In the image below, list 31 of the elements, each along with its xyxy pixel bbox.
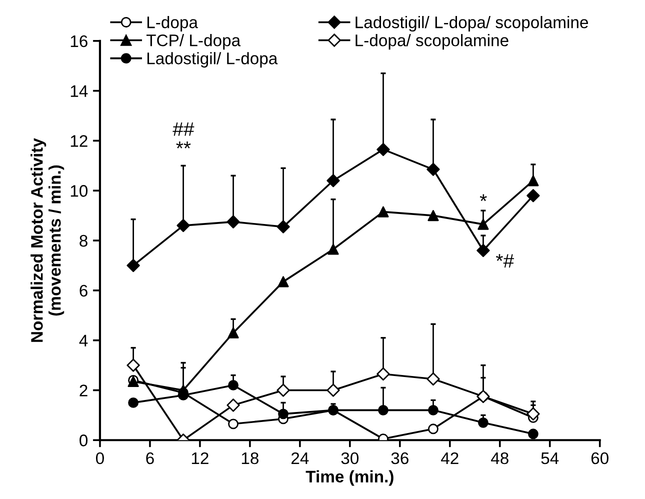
annotation: ** (176, 142, 191, 148)
y-tick-label: 10 (70, 185, 88, 197)
y-tick-label: 6 (80, 284, 88, 297)
y-axis-title: Normalized Motor Activity (movements / min.) (30, 138, 64, 342)
y-tick-label: 2 (80, 384, 88, 396)
annotation: ## (172, 122, 194, 136)
y-tick-label: 8 (80, 234, 88, 247)
y-tick-label: 14 (70, 85, 88, 97)
x-tick-label: 0 (96, 452, 104, 464)
x-tick-label: 48 (490, 452, 508, 464)
x-axis-title: Time (min.) (306, 470, 394, 486)
x-tick-label: 36 (391, 452, 408, 464)
x-tick-label: 30 (341, 452, 359, 464)
legend-label: TCP/ L-dopa (146, 34, 241, 50)
y-tick-label: 0 (80, 434, 88, 446)
y-tick-label: 4 (79, 334, 88, 346)
x-tick-label: 6 (146, 452, 154, 464)
x-tick-label: 42 (441, 452, 458, 464)
annotation: *# (496, 254, 514, 268)
legend-label: L-dopa (147, 16, 198, 32)
annotation: * (480, 194, 487, 202)
x-tick-label: 54 (541, 452, 559, 464)
x-tick-label: 60 (591, 452, 608, 464)
legend-label: Ladostigil/ L-dopa (147, 52, 278, 68)
x-tick-label: 18 (242, 452, 258, 464)
legend-label: L-dopa/ scopolamine (356, 34, 508, 50)
x-tick-label: 24 (291, 452, 309, 464)
y-tick-label: 16 (70, 35, 88, 48)
legend-label: Ladostigil/ L-dopa/ scopolamine (356, 16, 588, 32)
x-tick-label: 12 (192, 452, 208, 464)
y-tick-label: 12 (70, 135, 88, 147)
